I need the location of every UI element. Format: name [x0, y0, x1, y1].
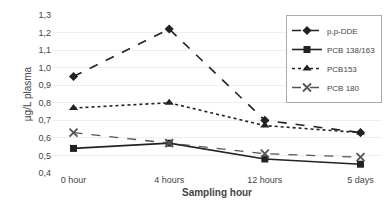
- svg-text:1,3: 1,3: [38, 10, 51, 20]
- svg-text:PCB 180: PCB 180: [327, 84, 360, 93]
- svg-text:µg/L plasma: µg/L plasma: [22, 66, 33, 121]
- svg-text:0,5: 0,5: [38, 151, 51, 161]
- svg-text:p,p-DDE: p,p-DDE: [327, 27, 358, 36]
- svg-text:1,1: 1,1: [38, 45, 51, 55]
- svg-text:PCB 138/163: PCB 138/163: [327, 46, 375, 55]
- svg-text:0,9: 0,9: [38, 80, 51, 90]
- svg-text:PCB153: PCB153: [327, 65, 357, 74]
- svg-text:0,4: 0,4: [38, 168, 51, 178]
- svg-text:1,0: 1,0: [38, 63, 51, 73]
- svg-text:12 hours: 12 hours: [247, 175, 283, 185]
- svg-text:0,6: 0,6: [38, 133, 51, 143]
- svg-text:1,2: 1,2: [38, 28, 51, 38]
- svg-text:0 hour: 0 hour: [61, 175, 87, 185]
- svg-text:5 days: 5 days: [347, 175, 374, 185]
- svg-text:4 hours: 4 hours: [154, 175, 185, 185]
- svg-text:0,7: 0,7: [38, 115, 51, 125]
- svg-text:Sampling hour: Sampling hour: [182, 187, 252, 198]
- svg-text:0,8: 0,8: [38, 98, 51, 108]
